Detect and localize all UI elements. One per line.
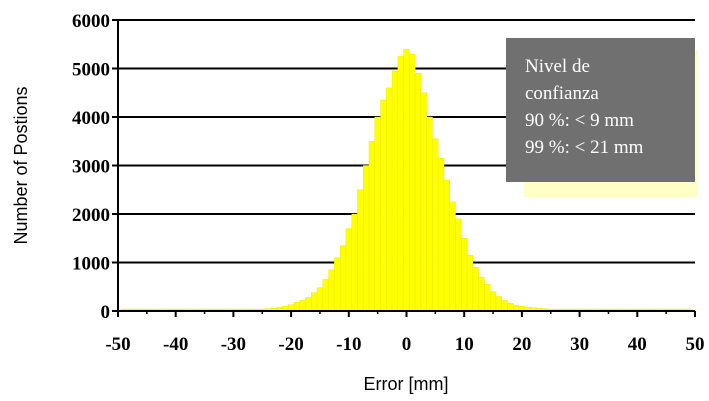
- histogram-bar: [363, 165, 370, 312]
- histogram-bar: [293, 302, 300, 312]
- histogram-bar: [507, 303, 514, 312]
- histogram-bar: [409, 53, 416, 312]
- histogram-bar: [478, 276, 485, 312]
- histogram-bar: [397, 56, 404, 312]
- tick-labels: -50 -40 -30 -20 -10 0 10 20 30 40 50 0 1000 2000 3000 4…: [72, 11, 705, 355]
- histogram-bar: [403, 48, 410, 312]
- annotation-line: 99 %: < 21 mm: [525, 137, 644, 158]
- y-tick-label: 5000: [72, 60, 110, 81]
- histogram-bar: [438, 158, 445, 312]
- x-tick-label: -30: [221, 334, 246, 355]
- histogram-bar: [432, 138, 439, 312]
- x-tick-label: 40: [628, 334, 647, 355]
- confidence-annotation: Nivel de confianza 90 %: < 9 mm 99 %: < 21 …: [506, 38, 698, 197]
- histogram-bar: [472, 267, 479, 312]
- histogram-bar: [426, 116, 433, 312]
- histogram-bar: [449, 201, 456, 312]
- histogram-bar: [455, 218, 462, 312]
- histogram-bar: [420, 92, 427, 312]
- x-tick-label: 20: [512, 334, 531, 355]
- x-axis-title: Error [mm]: [364, 374, 449, 394]
- y-tick-label: 2000: [72, 205, 110, 226]
- y-tick-label: 6000: [72, 11, 110, 32]
- histogram-bar: [299, 300, 306, 312]
- annotation-box: [506, 38, 695, 182]
- histogram-bar: [368, 141, 375, 312]
- histogram-bar: [334, 257, 341, 312]
- histogram-bar: [357, 189, 364, 312]
- y-tick-label: 0: [101, 302, 111, 323]
- histogram-bar: [461, 238, 468, 312]
- histogram-bar: [305, 297, 312, 312]
- annotation-line: confianza: [525, 83, 599, 104]
- x-tick-label: -20: [278, 334, 303, 355]
- histogram-bar: [386, 87, 393, 312]
- annotation-line: Nivel de: [525, 56, 590, 77]
- y-tick-label: 1000: [72, 254, 110, 275]
- histogram-bar: [328, 269, 335, 312]
- y-tick-label: 4000: [72, 108, 110, 129]
- histogram-bar: [311, 292, 318, 312]
- histogram-bar: [322, 279, 329, 312]
- annotation-line: 90 %: < 9 mm: [525, 110, 634, 131]
- y-axis-title: Number of Postions: [11, 86, 31, 244]
- histogram-bar: [414, 73, 422, 312]
- histogram-bar: [374, 116, 381, 312]
- x-tick-label: 30: [570, 334, 589, 355]
- x-tick-label: 50: [686, 334, 705, 355]
- histogram-bar: [391, 70, 399, 312]
- histogram-bar: [489, 291, 497, 312]
- histogram-bar: [443, 179, 450, 312]
- y-tick-label: 3000: [72, 157, 110, 178]
- x-tick-label: 0: [402, 334, 412, 355]
- x-tick-label: -10: [336, 334, 361, 355]
- histogram-bar: [380, 99, 387, 312]
- axes: [112, 19, 696, 317]
- histogram-bar: [501, 300, 508, 312]
- x-tick-label: -40: [163, 334, 188, 355]
- x-tick-label: -50: [105, 334, 130, 355]
- histogram-bar: [466, 255, 474, 312]
- x-tick-label: 10: [455, 334, 474, 355]
- histogram-bar: [316, 287, 324, 312]
- histogram-bar: [351, 213, 358, 312]
- histogram-bar: [345, 228, 352, 312]
- histogram-bar: [339, 245, 347, 312]
- histogram-bar: [495, 296, 502, 312]
- histogram-bar: [484, 284, 491, 312]
